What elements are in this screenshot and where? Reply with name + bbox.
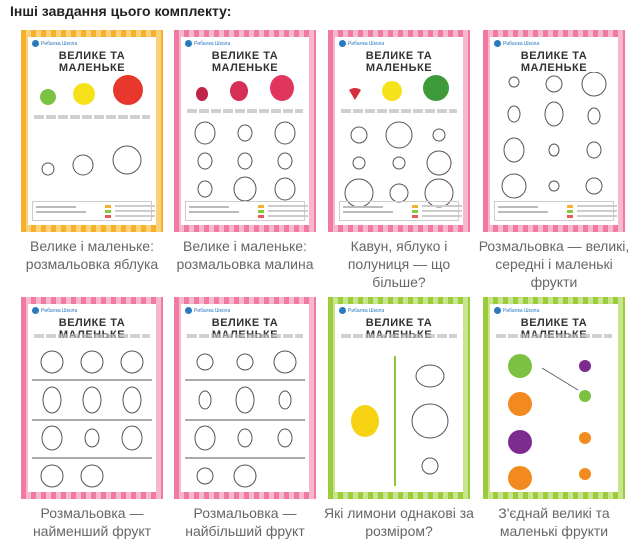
logo-icon [185,307,192,314]
instruction-text [187,334,303,338]
strawberry-icon [349,88,362,100]
card-caption[interactable]: Розмальовка — найбільший фрукт [185,505,305,539]
worksheet-card-biggest-fruit[interactable]: Рибалка Школа ВЕЛИКЕ ТА МАЛЕНЬКЕ [168,297,322,540]
worksheet-card-raspberry-coloring[interactable]: Рибалка Школа ВЕЛИКЕ ТА МАЛЕНЬКЕ Вел [168,30,322,273]
apple-icon [381,81,402,101]
worksheet-thumbnail[interactable]: Рибалка Школа ВЕЛИКЕ ТА МАЛЕНЬКЕ [483,297,625,499]
medium-raspberry-icon [230,81,248,101]
apple-outline-icon [41,162,55,176]
card-caption[interactable]: Велике і маленьке: розмальовка малина [176,238,314,272]
worksheet-card-connect-fruits[interactable]: Рибалка Школа ВЕЛИКЕ ТА МАЛЕНЬКЕ З'єднай… [477,297,631,540]
instruction-text [34,334,150,338]
large-apple-icon [112,75,143,105]
outline-grid [185,346,305,492]
worksheet-card-lemons-same-size[interactable]: Рибалка Школа ВЕЛИКЕ ТА МАЛЕНЬКЕ Які лим… [322,297,476,540]
fruit-row [185,72,305,102]
worksheet-thumbnail[interactable]: Рибалка Школа ВЕЛИКЕ ТА МАЛЕНЬКЕ [328,30,470,232]
legend [494,201,617,221]
logo: Рибалка Школа [339,40,384,47]
large-raspberry-icon [270,75,294,101]
outline-grid [494,72,614,212]
worksheet-title: ВЕЛИКЕ ТА МАЛЕНЬКЕ [520,50,588,74]
logo: Рибалка Школа [32,307,77,314]
worksheet-thumbnail[interactable]: Рибалка Школа ВЕЛИКЕ ТА МАЛЕНЬКЕ [483,30,625,232]
small-raspberry-icon [196,87,208,101]
logo: Рибалка Школа [185,40,230,47]
logo-icon [494,307,501,314]
worksheet-card-apple-coloring[interactable]: Рибалка Школа ВЕЛИКЕ ТА МАЛЕНЬКЕ Велике … [15,30,169,273]
card-caption[interactable]: З'єднай великі та маленькі фрукти [498,505,610,539]
outline-grid [32,346,152,492]
legend [339,201,462,221]
small-apple-icon [40,89,57,105]
worksheet-thumbnail[interactable]: Рибалка Школа ВЕЛИКЕ ТА МАЛЕНЬКЕ [21,297,163,499]
card-caption[interactable]: Які лимони однакові за розміром? [324,505,474,539]
instruction-text [341,109,457,113]
worksheet-thumbnail[interactable]: Рибалка Школа ВЕЛИКЕ ТА МАЛЕНЬКЕ [21,30,163,232]
card-caption[interactable]: Розмальовка — великі, середні і маленькі… [478,238,630,290]
logo: Рибалка Школа [185,307,230,314]
instruction-text [34,115,150,119]
outline-row [32,142,152,176]
logo: Рибалка Школа [494,40,539,47]
worksheet-thumbnail[interactable]: Рибалка Школа ВЕЛИКЕ ТА МАЛЕНЬКЕ [328,297,470,499]
raspberry-outline-icon [194,121,296,202]
worksheet-title: ВЕЛИКЕ ТА МАЛЕНЬКЕ [365,317,433,341]
card-caption[interactable]: Розмальовка — найменший фрукт [32,505,152,539]
logo-icon [32,40,39,47]
worksheet-thumbnail[interactable]: Рибалка Школа ВЕЛИКЕ ТА МАЛЕНЬКЕ [174,30,316,232]
instruction-text [496,334,612,338]
worksheet-card-smallest-fruit[interactable]: Рибалка Школа ВЕЛИКЕ ТА МАЛЕНЬКЕ [15,297,169,540]
fruit-row [339,72,459,102]
outline-grid [339,119,459,209]
card-caption[interactable]: Велике і маленьке: розмальовка яблука [25,238,159,272]
logo-icon [32,307,39,314]
instruction-text [341,334,457,338]
fruit-outline-icon [185,350,305,488]
fruit-match-icon [508,354,591,490]
logo: Рибалка Школа [339,307,384,314]
worksheet-card-watermelon-apple-strawberry[interactable]: Рибалка Школа ВЕЛИКЕ ТА МАЛЕНЬКЕ Кав [322,30,476,291]
logo: Рибалка Школа [494,307,539,314]
section-heading: Інші завдання цього комплекту: [10,3,232,19]
logo-icon [339,307,346,314]
card-caption[interactable]: Кавун, яблуко і полуниця — що більше? [347,238,451,290]
lemon-icon [351,356,449,486]
fruit-row [32,72,152,106]
logo: Рибалка Школа [32,40,77,47]
outline-grid [185,121,305,202]
logo-icon [494,40,501,47]
apple-outline-icon [72,154,94,176]
worksheet-title: ВЕЛИКЕ ТА МАЛЕНЬКЕ [211,50,279,74]
legend [185,201,308,221]
worksheet-thumbnail[interactable]: Рибалка Школа ВЕЛИКЕ ТА МАЛЕНЬКЕ [174,297,316,499]
watermelon-icon [422,75,449,101]
worksheet-card-big-medium-small-fruits[interactable]: Рибалка Школа ВЕЛИКЕ ТА МАЛЕНЬКЕ Розмаль… [477,30,631,291]
fruit-outline-icon [344,121,454,208]
logo-icon [185,40,192,47]
legend [32,201,155,221]
worksheet-title: ВЕЛИКЕ ТА МАЛЕНЬКЕ [365,50,433,74]
instruction-text [187,109,303,113]
apple-outline-icon [112,145,142,175]
medium-apple-icon [72,83,95,105]
logo-icon [339,40,346,47]
fruit-outline-icon [501,72,607,199]
worksheet-title: ВЕЛИКЕ ТА МАЛЕНЬКЕ [58,50,126,74]
fruit-outline-icon [32,350,152,488]
